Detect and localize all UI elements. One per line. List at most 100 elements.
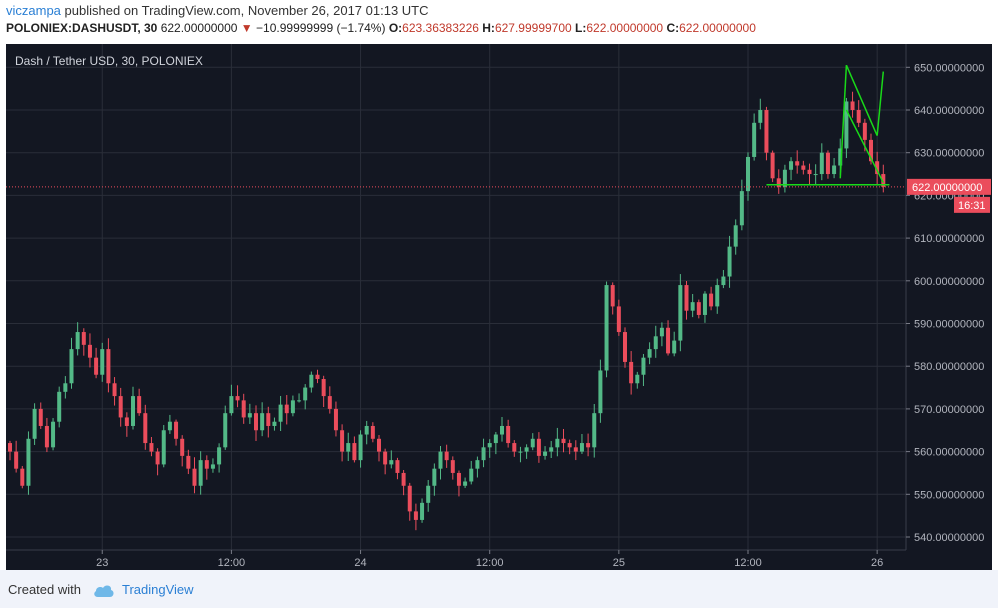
price-tick-label: 610.00000000 [914, 233, 984, 245]
candle-body [69, 349, 74, 384]
candle-body [530, 438, 535, 448]
tradingview-link[interactable]: TradingView [122, 582, 194, 597]
time-tick-label: 12:00 [476, 557, 504, 569]
candle-body [709, 293, 714, 307]
candle-body [659, 327, 664, 337]
candle-body [186, 455, 191, 469]
candle-body [272, 421, 277, 426]
candle-body [100, 349, 105, 375]
price-axis: 540.00000000 550.00000000 560.00000000 570.… [905, 44, 984, 550]
candle-body [512, 443, 517, 452]
candle-body [241, 400, 246, 418]
candle-body [635, 374, 640, 384]
last-price-value: 622.00000000 [160, 21, 238, 35]
footer: Created with TradingView [0, 570, 998, 608]
candle-body [346, 443, 351, 452]
candles [8, 91, 886, 531]
close-label: C: [666, 21, 680, 35]
trend-drawings [766, 64, 890, 186]
candle-body [358, 434, 363, 461]
author-link[interactable]: viczampa [6, 3, 61, 18]
candle-body [746, 156, 750, 192]
candle-body [543, 451, 548, 456]
candle-body [549, 447, 554, 452]
candle-body [653, 336, 658, 350]
tradingview-cloud-icon [93, 584, 115, 598]
candle-body [776, 178, 781, 187]
candle-body [352, 443, 357, 461]
candle-body [432, 468, 437, 486]
candle-body [647, 349, 652, 358]
candle-body [672, 340, 677, 354]
candle-body [610, 285, 615, 307]
candle-body [38, 408, 43, 426]
candle-body [678, 285, 683, 341]
candle-body [850, 101, 855, 110]
candle-body [832, 165, 837, 175]
candle-body [32, 408, 37, 439]
candlestick-chart[interactable]: Dash / Tether USD, 30, POLONIEX 540.0000… [6, 44, 992, 570]
candle-body [825, 152, 830, 175]
low-label: L: [575, 21, 587, 35]
candle-body [475, 460, 480, 469]
candle-body [26, 438, 31, 486]
candle-body [598, 370, 603, 414]
candle-body [807, 169, 812, 175]
candle-body [315, 374, 320, 380]
countdown-tag: 16:31 [954, 196, 990, 213]
candle-body [450, 460, 455, 473]
candle-body [118, 396, 123, 418]
candle-body [112, 383, 117, 397]
price-tick-label: 640.00000000 [914, 105, 984, 117]
candle-body [813, 174, 818, 176]
high-label: H: [482, 21, 495, 35]
candle-body [733, 225, 738, 247]
candle-body [696, 302, 701, 315]
price-tick-label: 550.00000000 [914, 489, 984, 501]
candle-body [278, 404, 283, 422]
candle-body [260, 413, 265, 431]
candle-body [555, 438, 560, 448]
candle-body [838, 148, 843, 166]
candle-body [44, 425, 49, 448]
candle-body [875, 161, 880, 175]
high-value: 627.99999700 [494, 21, 572, 35]
candle-body [684, 285, 689, 311]
candle-body [309, 374, 314, 388]
grid-lines [6, 44, 906, 550]
candle-body [229, 396, 234, 414]
candle-body [856, 110, 861, 123]
candle-body [426, 485, 431, 503]
candle-body [87, 344, 92, 358]
time-tick-label: 25 [613, 557, 625, 569]
candle-body [758, 110, 763, 123]
time-tick-label: 23 [96, 557, 108, 569]
trend-line [839, 65, 848, 179]
candle-body [401, 472, 406, 486]
candle-body [770, 152, 775, 179]
candle-body [137, 396, 142, 414]
candle-body [210, 464, 215, 469]
candle-body [284, 404, 289, 414]
candle-body [124, 417, 129, 426]
time-tick-label: 12:00 [734, 557, 762, 569]
candle-body [481, 447, 486, 461]
candle-body [8, 443, 12, 452]
trend-line [845, 109, 884, 183]
candle-body [463, 481, 468, 486]
candle-body [106, 349, 111, 384]
price-tick-label: 580.00000000 [914, 361, 984, 373]
candle-body [567, 443, 572, 448]
candle-body [81, 332, 86, 345]
chart-area[interactable]: Dash / Tether USD, 30, POLONIEX 540.0000… [6, 44, 992, 570]
candle-body [377, 438, 381, 452]
candle-body [389, 460, 394, 465]
candle-body [727, 246, 732, 277]
candle-body [795, 161, 800, 166]
candle-body [14, 451, 19, 469]
candle-body [561, 438, 566, 444]
price-tick-label: 600.00000000 [914, 276, 984, 288]
candle-body [493, 434, 498, 444]
candle-body [789, 161, 794, 170]
candle-body [247, 413, 252, 418]
